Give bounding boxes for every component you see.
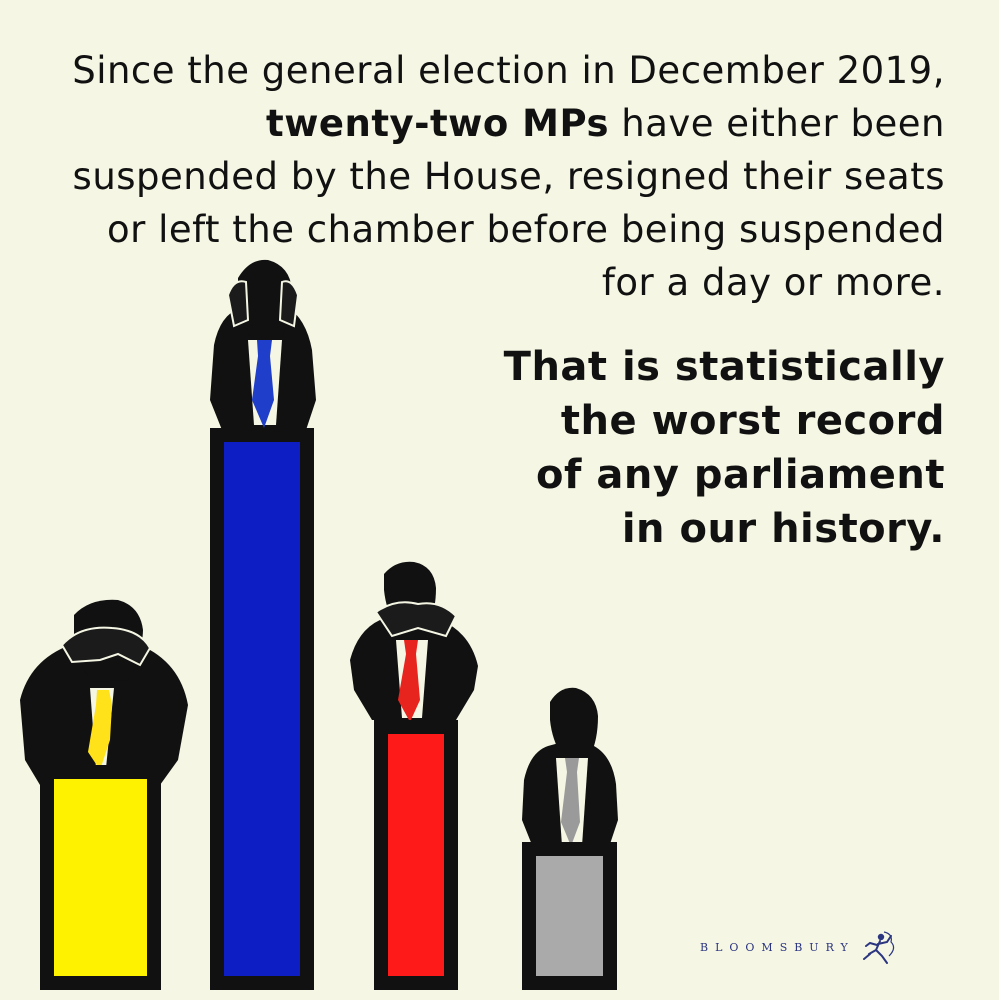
conclusion-text: That is statistically the worst record o… bbox=[440, 340, 945, 556]
figure-grey-tie bbox=[561, 758, 580, 846]
figure-red-box bbox=[388, 734, 444, 976]
figure-red-tie bbox=[398, 640, 420, 722]
figure-blue-box bbox=[224, 442, 300, 976]
figure-red bbox=[350, 561, 478, 990]
conclusion-line-4: in our history. bbox=[621, 506, 945, 552]
intro-line-4: or left the chamber before being suspend… bbox=[106, 208, 945, 251]
conclusion-line-3: of any parliament bbox=[536, 452, 945, 498]
figure-grey-head bbox=[550, 687, 598, 756]
bloomsbury-logo-icon bbox=[862, 931, 894, 964]
figure-yellow-box bbox=[54, 779, 147, 976]
figure-blue-tie bbox=[252, 340, 274, 428]
conclusion-line-1: That is statistically bbox=[503, 344, 945, 390]
intro-line-5: for a day or more. bbox=[601, 261, 945, 304]
figure-grey bbox=[522, 687, 618, 990]
intro-line-2: twenty-two MPs have either been bbox=[30, 97, 945, 150]
figure-yellow-hands bbox=[60, 626, 152, 667]
figure-red-hands bbox=[374, 601, 458, 638]
intro-emphasis: twenty-two MPs bbox=[266, 102, 609, 145]
bloomsbury-brand: BLOOMSBURY bbox=[700, 930, 895, 964]
intro-line-2-rest: have either been bbox=[608, 102, 945, 145]
figure-blue-hands bbox=[226, 280, 300, 328]
intro-line-1: Since the general election in December 2… bbox=[72, 49, 945, 92]
figure-yellow bbox=[20, 599, 188, 990]
figure-grey-box bbox=[536, 856, 603, 976]
figure-blue bbox=[210, 259, 316, 990]
intro-text: Since the general election in December 2… bbox=[30, 44, 945, 309]
intro-line-3: suspended by the House, resigned their s… bbox=[72, 155, 945, 198]
conclusion-line-2: the worst record bbox=[560, 398, 945, 444]
figure-yellow-tie bbox=[88, 690, 112, 770]
brand-name: BLOOMSBURY bbox=[700, 940, 855, 954]
figure-blue-head bbox=[238, 259, 292, 336]
